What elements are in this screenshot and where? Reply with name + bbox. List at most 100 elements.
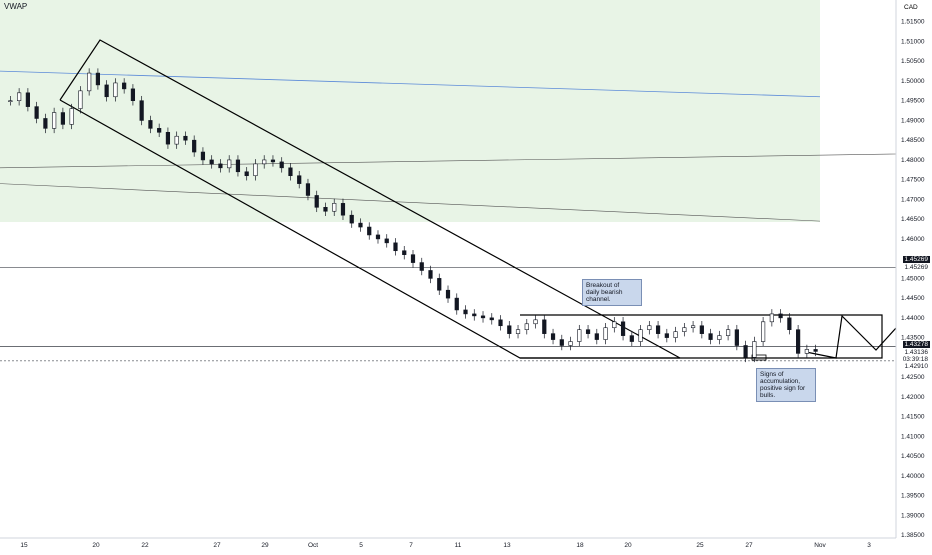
candles — [8, 68, 818, 363]
price-tick-label: 1.46000 — [901, 236, 925, 243]
candle-body — [262, 159, 267, 165]
candle-body — [813, 349, 818, 352]
candle-body — [104, 84, 109, 98]
candle-body — [761, 321, 766, 342]
candle-body — [673, 331, 678, 338]
annotation-accumulation[interactable]: Signs of accumulation, positive sign for… — [756, 368, 816, 402]
time-tick-label: 18 — [576, 542, 584, 549]
indicator-label: VWAP — [4, 2, 28, 11]
price-tag-countdown: 03:39:18 — [902, 356, 928, 363]
candle-body — [139, 100, 144, 121]
price-tick-label: 1.38500 — [901, 532, 925, 539]
candle-body — [174, 135, 179, 145]
candle-body — [498, 319, 503, 327]
price-tick-label: 1.42500 — [901, 374, 925, 381]
candle-body — [148, 120, 153, 129]
candle-body — [393, 242, 398, 252]
candle-body — [734, 329, 739, 346]
candle-body — [183, 135, 188, 141]
time-tick-label: 11 — [455, 542, 462, 549]
candle-body — [113, 82, 118, 98]
candle-body — [157, 128, 162, 133]
price-tick-label: 1.48000 — [901, 157, 925, 164]
candle-body — [375, 234, 381, 240]
time-tick-label: 25 — [696, 542, 704, 549]
price-tick-label: 1.47000 — [901, 196, 925, 203]
candle-body — [778, 313, 783, 319]
price-tick-label: 1.39500 — [901, 493, 925, 500]
time-tick-label: 27 — [745, 542, 753, 549]
price-tick-label: 1.41500 — [901, 414, 925, 421]
candle-body — [559, 339, 564, 346]
vwap-line — [0, 70, 821, 98]
time-axis[interactable]: 15 20 22 27 29 Oct 5 7 11 13 18 20 25 27 Nov 3 — [20, 542, 871, 549]
candle-body — [717, 335, 722, 340]
candle-body — [594, 333, 599, 340]
candle-body — [402, 250, 407, 255]
candle-body — [437, 278, 442, 291]
candle-body — [682, 327, 687, 332]
candle-body — [69, 108, 74, 125]
candle-body — [743, 345, 748, 358]
candle-body — [130, 88, 136, 102]
candle-body — [454, 297, 459, 311]
time-tick-label: 13 — [503, 542, 511, 549]
candle-body — [340, 203, 346, 216]
candle-body — [297, 175, 302, 184]
candle-body — [367, 226, 372, 236]
accumulation-marker[interactable] — [751, 354, 767, 361]
candle-body — [410, 254, 416, 263]
price-tick-label: 1.47500 — [901, 177, 925, 184]
candle-body — [122, 82, 127, 90]
price-tag-level-1-sub: 1.45269 — [904, 264, 929, 271]
candle-body — [472, 313, 477, 317]
price-tick-label: 1.39000 — [901, 512, 925, 519]
candle-body — [542, 319, 547, 334]
candle-body — [533, 319, 538, 325]
time-tick-label: 22 — [141, 542, 149, 549]
candle-body — [253, 163, 258, 177]
candle-body — [358, 222, 363, 228]
candle-body — [332, 203, 337, 212]
candle-body — [690, 325, 696, 329]
price-tick-label: 1.43500 — [901, 335, 925, 342]
candle-body — [647, 325, 652, 330]
candle-body — [480, 315, 486, 319]
candle-body — [25, 92, 30, 107]
candle-body — [60, 112, 65, 125]
candle-body — [655, 325, 661, 334]
time-tick-label: 27 — [213, 542, 221, 549]
candle-body — [218, 163, 223, 169]
candle-body — [235, 159, 241, 173]
candle-body — [305, 183, 311, 196]
price-tag-level-1: 1.45269 — [902, 256, 930, 263]
candle-body — [244, 171, 249, 177]
candle-body — [279, 161, 284, 169]
price-tick-label: 1.46500 — [901, 216, 925, 223]
time-tick-label: 3 — [867, 542, 871, 549]
price-levels — [0, 267, 896, 362]
candle-body — [43, 118, 48, 129]
annotation-breakout[interactable]: Breakout of daily bearish channel. — [582, 279, 642, 306]
vwap-lines — [0, 70, 897, 222]
time-tick-label: 7 — [409, 542, 413, 549]
candle-body — [95, 72, 101, 86]
candle-body — [227, 159, 232, 169]
candle-body — [515, 329, 521, 334]
candle-body — [428, 270, 433, 279]
candle-body — [620, 321, 626, 336]
price-tick-label: 1.41000 — [901, 433, 925, 440]
candle-body — [323, 207, 328, 212]
price-tag-current-sub: 1.43136 — [904, 349, 929, 356]
price-axis[interactable]: 1.51500 1.51000 1.50500 1.50000 1.49500 1.490… — [901, 19, 925, 539]
candle-body — [612, 321, 617, 329]
range-box[interactable] — [520, 314, 883, 359]
projection-path[interactable] — [805, 314, 897, 359]
vwap-upper-line — [0, 153, 897, 169]
candle-body — [52, 112, 57, 129]
channel-drawings[interactable] — [59, 39, 897, 361]
candle-body — [568, 341, 573, 346]
candle-body — [699, 325, 704, 334]
